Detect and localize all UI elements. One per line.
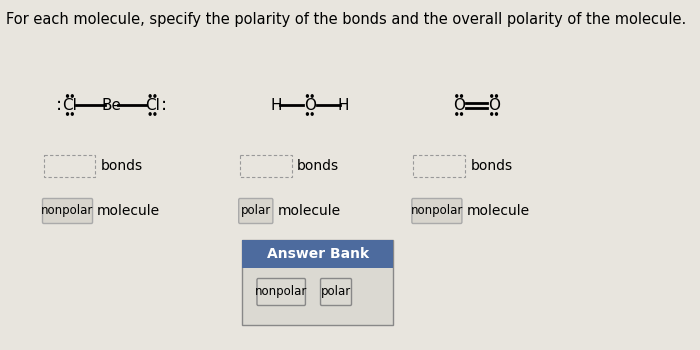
Bar bbox=[413, 155, 465, 177]
Text: :: : bbox=[56, 96, 62, 114]
Text: :: : bbox=[160, 96, 167, 114]
Circle shape bbox=[456, 113, 458, 115]
Text: nonpolar: nonpolar bbox=[255, 286, 307, 299]
Circle shape bbox=[496, 95, 498, 97]
Circle shape bbox=[149, 113, 151, 115]
Bar bbox=[242, 240, 393, 325]
Circle shape bbox=[307, 95, 309, 97]
Circle shape bbox=[491, 95, 493, 97]
Circle shape bbox=[312, 113, 313, 115]
Circle shape bbox=[154, 113, 156, 115]
FancyBboxPatch shape bbox=[321, 279, 351, 306]
Text: O: O bbox=[488, 98, 500, 112]
Text: bonds: bonds bbox=[101, 159, 143, 173]
Circle shape bbox=[71, 113, 74, 115]
Circle shape bbox=[456, 95, 458, 97]
Circle shape bbox=[307, 113, 309, 115]
Text: O: O bbox=[453, 98, 465, 112]
FancyBboxPatch shape bbox=[412, 198, 462, 224]
Circle shape bbox=[461, 113, 463, 115]
Text: Be: Be bbox=[102, 98, 121, 112]
Text: nonpolar: nonpolar bbox=[411, 204, 463, 217]
Text: nonpolar: nonpolar bbox=[41, 204, 94, 217]
FancyBboxPatch shape bbox=[239, 198, 273, 224]
Circle shape bbox=[491, 113, 493, 115]
Text: polar: polar bbox=[321, 286, 351, 299]
Text: polar: polar bbox=[241, 204, 271, 217]
Text: molecule: molecule bbox=[278, 204, 341, 218]
Text: H: H bbox=[271, 98, 282, 112]
Text: Cl: Cl bbox=[62, 98, 77, 112]
Circle shape bbox=[71, 95, 74, 97]
Text: Cl: Cl bbox=[145, 98, 160, 112]
Text: molecule: molecule bbox=[466, 204, 529, 218]
Circle shape bbox=[461, 95, 463, 97]
Text: bonds: bonds bbox=[470, 159, 512, 173]
Text: For each molecule, specify the polarity of the bonds and the overall polarity of: For each molecule, specify the polarity … bbox=[6, 12, 687, 27]
Bar bbox=[242, 240, 393, 268]
Text: O: O bbox=[304, 98, 316, 112]
Bar bbox=[240, 155, 291, 177]
Circle shape bbox=[496, 113, 498, 115]
Circle shape bbox=[66, 113, 69, 115]
Circle shape bbox=[149, 95, 151, 97]
FancyBboxPatch shape bbox=[257, 279, 305, 306]
Bar bbox=[43, 155, 95, 177]
Text: bonds: bonds bbox=[297, 159, 340, 173]
Text: H: H bbox=[337, 98, 349, 112]
FancyBboxPatch shape bbox=[43, 198, 92, 224]
Circle shape bbox=[154, 95, 156, 97]
Circle shape bbox=[312, 95, 313, 97]
Text: molecule: molecule bbox=[97, 204, 160, 218]
Text: Answer Bank: Answer Bank bbox=[267, 247, 369, 261]
Circle shape bbox=[66, 95, 69, 97]
